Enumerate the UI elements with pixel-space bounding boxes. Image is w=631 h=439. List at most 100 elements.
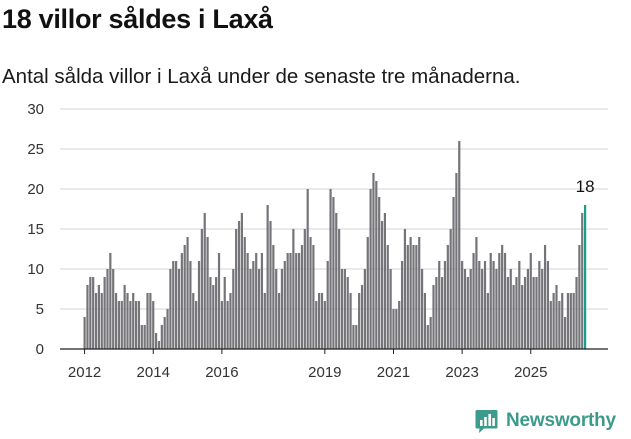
bar <box>346 277 349 349</box>
bar <box>100 293 103 349</box>
bar <box>92 277 95 349</box>
bar <box>103 277 106 349</box>
bar <box>318 293 321 349</box>
bars <box>83 141 587 349</box>
bar <box>272 245 275 349</box>
x-tick-label: 2025 <box>514 364 547 381</box>
highlighted-bar <box>584 205 587 349</box>
bar <box>523 277 527 349</box>
bar <box>243 237 246 349</box>
bar <box>452 197 455 349</box>
bar <box>112 269 115 349</box>
bar <box>246 253 249 349</box>
x-tick-label: 2023 <box>445 364 478 381</box>
bar <box>175 261 178 349</box>
bar <box>369 189 372 349</box>
bar <box>140 325 143 349</box>
bar <box>415 245 418 349</box>
bar <box>515 277 518 349</box>
bar <box>372 173 375 349</box>
bar <box>266 205 269 349</box>
bar <box>157 341 161 349</box>
bar <box>309 237 312 349</box>
bar <box>552 293 555 349</box>
bar <box>438 261 441 349</box>
x-tick-label: 2016 <box>205 364 238 381</box>
y-tick-label: 5 <box>36 301 44 318</box>
bar <box>441 277 444 349</box>
bar <box>355 325 358 349</box>
highlight-value-label: 18 <box>576 177 595 196</box>
bar <box>143 325 146 349</box>
bar <box>166 309 169 349</box>
bar <box>280 269 284 349</box>
bar <box>446 245 449 349</box>
bar <box>400 261 404 349</box>
bar <box>541 269 544 349</box>
bar <box>506 277 509 349</box>
x-tick-label: 2012 <box>68 364 101 381</box>
bar <box>572 293 575 349</box>
bar <box>152 301 155 349</box>
bar <box>295 253 298 349</box>
bar <box>335 213 338 349</box>
bar <box>461 261 464 349</box>
y-tick-label: 10 <box>27 261 44 278</box>
bar <box>312 245 315 349</box>
bar <box>455 173 458 349</box>
bar <box>360 285 364 349</box>
x-tick-label: 2019 <box>308 364 341 381</box>
bar <box>366 237 369 349</box>
bar <box>257 269 261 349</box>
bar <box>217 253 221 349</box>
bar <box>429 317 432 349</box>
bar <box>180 253 183 349</box>
bar <box>189 261 192 349</box>
bar <box>177 269 181 349</box>
bar <box>458 141 461 349</box>
bar <box>289 253 292 349</box>
bar <box>134 301 138 349</box>
bar-chart-logo-icon <box>475 409 498 433</box>
bar <box>329 189 332 349</box>
bar <box>463 269 467 349</box>
bar <box>120 301 123 349</box>
bar <box>183 245 186 349</box>
bar <box>418 237 421 349</box>
bar <box>114 293 118 349</box>
bar <box>137 301 141 349</box>
bar <box>435 277 438 349</box>
bar <box>186 237 189 349</box>
bar <box>398 301 401 349</box>
bar <box>229 293 232 349</box>
bar <box>566 293 570 349</box>
bar <box>386 245 389 349</box>
bar <box>292 229 295 349</box>
bar <box>86 285 89 349</box>
bar <box>220 301 223 349</box>
bar <box>89 277 92 349</box>
bar <box>546 261 550 349</box>
bar <box>332 197 335 349</box>
bar <box>349 293 352 349</box>
bar <box>578 245 581 349</box>
bar <box>575 277 578 349</box>
bar <box>412 245 415 349</box>
bar <box>300 245 304 349</box>
bar <box>383 213 386 349</box>
x-axis: 2012 2014 2016 2019 2021 2023 2025 <box>60 348 608 381</box>
bar <box>155 333 158 349</box>
bar <box>252 261 255 349</box>
bar <box>286 253 289 349</box>
bar <box>298 253 301 349</box>
bar <box>503 253 507 349</box>
bar <box>240 213 243 349</box>
bar <box>340 269 344 349</box>
y-tick-label: 15 <box>27 221 44 238</box>
bar <box>200 229 203 349</box>
bar <box>509 269 512 349</box>
bar <box>532 277 535 349</box>
bar <box>432 285 435 349</box>
bar <box>395 309 398 349</box>
